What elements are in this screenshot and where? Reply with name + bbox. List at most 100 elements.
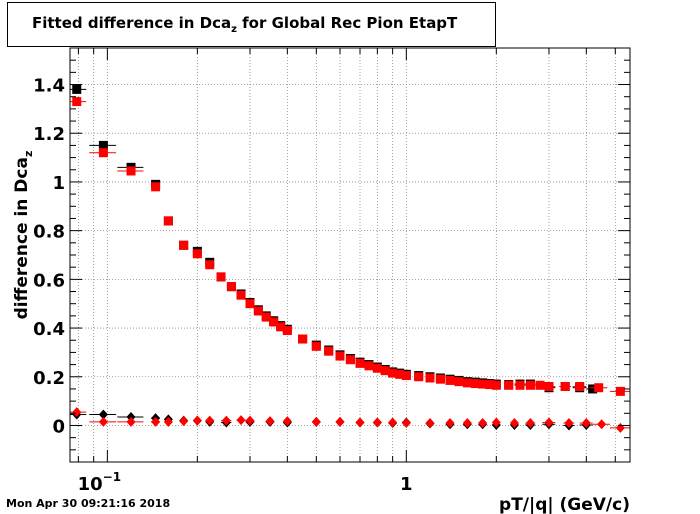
- data-point-square: [560, 382, 570, 392]
- y-tick-label: 1.2: [33, 124, 65, 145]
- data-point-square: [98, 140, 108, 150]
- data-point-square: [414, 372, 424, 382]
- y-tick-label: 0.8: [33, 222, 65, 243]
- data-point-diamond: [462, 418, 472, 429]
- data-point-square: [269, 317, 279, 327]
- chart-title-box: Fitted difference in Dcaz for Global Rec…: [7, 2, 496, 47]
- y-tick-label: 0.2: [33, 368, 65, 389]
- data-point-square: [588, 384, 598, 394]
- y-axis-label-group: difference in Dcaz: [12, 151, 35, 320]
- data-point-square: [462, 378, 472, 388]
- data-point-diamond: [311, 416, 321, 427]
- data-point-square: [575, 382, 585, 392]
- data-point-square: [491, 380, 501, 390]
- data-point-square: [355, 358, 365, 368]
- chart-title-rest: for Global Rec Pion EtapT: [236, 14, 458, 32]
- x-tick-label: 1: [400, 474, 413, 495]
- data-point-square: [205, 260, 215, 270]
- data-point-square: [245, 299, 255, 309]
- data-point-diamond: [72, 407, 82, 418]
- data-point-diamond: [282, 416, 292, 427]
- data-point-square: [72, 84, 82, 94]
- data-point-diamond: [98, 409, 108, 420]
- chart-title-main: Fitted difference in Dca: [32, 14, 232, 32]
- data-point-square: [535, 380, 545, 390]
- data-point-square: [615, 386, 625, 396]
- data-point-square: [388, 368, 398, 378]
- data-point-square: [335, 351, 345, 361]
- data-point-diamond: [478, 418, 488, 429]
- y-tick-label: 0.6: [33, 270, 65, 291]
- data-point-diamond: [245, 415, 255, 426]
- x-axis-label: pT/|q| (GeV/c): [499, 495, 630, 514]
- axis-ticks: 0 0.2 0.4 0.6 0.8 1 1.2 1.4 10−1 1: [33, 47, 630, 495]
- grid-lines: [70, 48, 630, 462]
- svg-text:difference in Dcaz: difference in Dcaz: [12, 151, 35, 320]
- data-point-square: [276, 322, 286, 332]
- data-point-square: [179, 240, 189, 250]
- data-point-square: [372, 363, 382, 373]
- data-point-diamond: [425, 418, 435, 429]
- data-point-square: [364, 361, 374, 371]
- y-tick-label: 1: [52, 173, 65, 194]
- data-point-diamond: [179, 416, 189, 427]
- data-point-square: [454, 377, 464, 387]
- data-point-square: [253, 306, 263, 316]
- data-point-square: [236, 290, 246, 300]
- data-point-square: [445, 375, 455, 385]
- data-point-square: [345, 355, 355, 365]
- data-point-square: [126, 166, 136, 176]
- data-point-square: [515, 380, 525, 390]
- data-point-square: [298, 334, 308, 344]
- data-point-diamond: [564, 418, 574, 429]
- data-point-square: [226, 282, 236, 292]
- data-point-square: [425, 373, 435, 383]
- data-point-square: [324, 346, 334, 356]
- data-point-square: [401, 371, 411, 381]
- data-point-diamond: [265, 416, 275, 427]
- data-point-diamond: [98, 416, 108, 427]
- data-point-square: [163, 216, 173, 226]
- y-tick-label: 0: [52, 416, 65, 437]
- data-point-diamond: [581, 418, 591, 429]
- data-point-diamond: [236, 415, 246, 426]
- data-point-diamond: [205, 415, 215, 426]
- data-point-square: [151, 182, 161, 192]
- y-axis-label-subscript: z: [22, 151, 35, 157]
- data-point-diamond: [163, 416, 173, 427]
- data-point-square: [594, 383, 604, 393]
- data-point-diamond: [355, 417, 365, 428]
- data-point-square: [485, 380, 495, 390]
- data-point-square: [525, 380, 535, 390]
- data-point-square: [72, 97, 82, 107]
- data-point-diamond: [372, 417, 382, 428]
- data-point-square: [504, 380, 514, 390]
- data-point-square: [470, 379, 480, 389]
- data-point-square: [216, 272, 226, 282]
- y-tick-label: 1.4: [33, 76, 65, 97]
- timestamp: Mon Apr 30 09:21:16 2018: [6, 497, 171, 510]
- data-point-diamond: [151, 416, 161, 427]
- data-point-diamond: [335, 416, 345, 427]
- data-point-diamond: [221, 415, 231, 426]
- chart-title-subscript: z: [231, 24, 237, 35]
- y-tick-label: 0.4: [33, 319, 65, 340]
- data-point-diamond: [491, 417, 501, 428]
- data-point-square: [435, 374, 445, 384]
- data-marks: [70, 84, 630, 433]
- data-point-square: [544, 382, 554, 392]
- chart-title: Fitted difference in Dcaz for Global Rec…: [32, 14, 457, 35]
- data-point-diamond: [509, 418, 519, 429]
- data-point-square: [98, 148, 108, 158]
- data-point-square: [282, 325, 292, 335]
- data-point-diamond: [126, 416, 136, 427]
- data-point-diamond: [445, 418, 455, 429]
- x-tick-label: 10−1: [78, 470, 121, 495]
- data-point-diamond: [615, 422, 625, 433]
- data-point-square: [192, 249, 202, 259]
- data-point-diamond: [388, 417, 398, 428]
- data-point-square: [478, 379, 488, 389]
- data-point-diamond: [525, 418, 535, 429]
- data-point-square: [311, 341, 321, 351]
